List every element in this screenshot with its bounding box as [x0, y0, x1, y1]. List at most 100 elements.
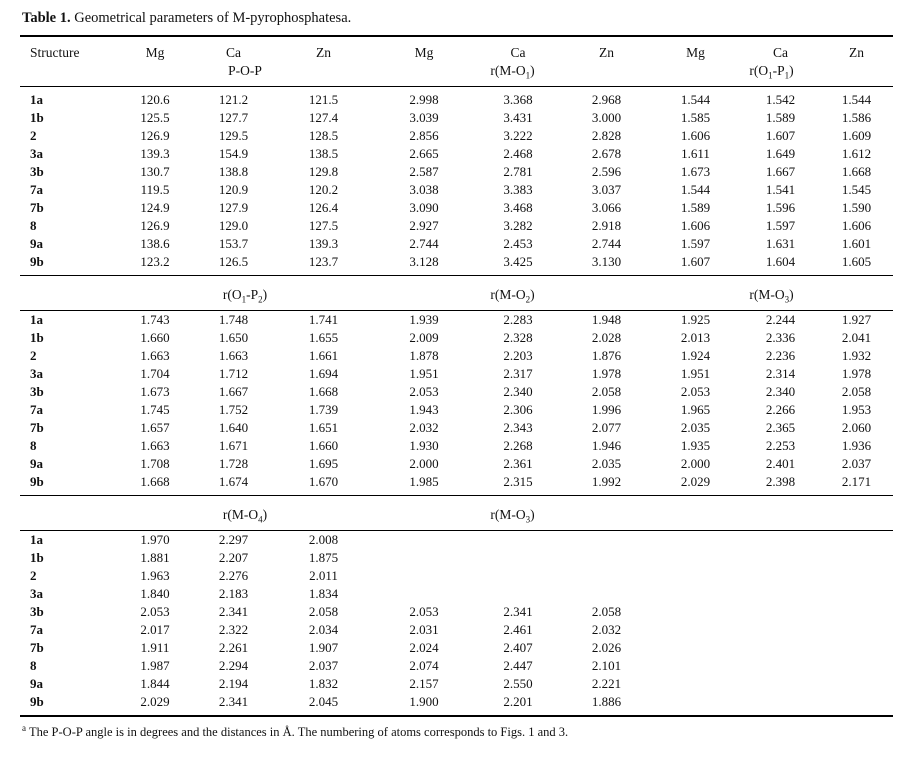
subscript: 1 — [525, 70, 531, 81]
value-cell: 3.066 — [591, 200, 622, 215]
value-cell: 128.5 — [308, 128, 339, 143]
table-row: 7b 124.9 127.9 126.4 3.090 3.468 3.066 1.589 1.5… — [20, 199, 893, 217]
column-header-metal: Zn — [316, 45, 331, 60]
value-cell: 1.673 — [680, 164, 711, 179]
value-cell: 3.383 — [503, 182, 533, 197]
value-cell: 1.663 — [140, 438, 170, 453]
group-header: r(M-O3) — [650, 275, 893, 311]
value-cell: 1.963 — [140, 568, 170, 583]
value-cell — [650, 639, 741, 657]
value-cell: 2.268 — [503, 438, 533, 453]
subscript: 3 — [525, 514, 531, 525]
value-cell: 1.939 — [409, 312, 439, 327]
row-label: 9b — [30, 694, 44, 709]
subscript: 1 — [241, 294, 247, 305]
value-cell: 2.340 — [503, 384, 533, 399]
value-cell: 2.011 — [309, 568, 338, 583]
value-cell: 1.655 — [308, 330, 339, 345]
value-cell: 2.024 — [409, 640, 439, 655]
column-header-metal: Mg — [414, 45, 434, 60]
value-cell: 1.606 — [680, 128, 711, 143]
value-cell: 1.695 — [308, 456, 339, 471]
column-header-metal: Zn — [849, 45, 864, 60]
value-cell: 126.9 — [140, 218, 170, 233]
value-cell: 1.663 — [218, 348, 249, 363]
value-cell: 2.029 — [140, 694, 170, 709]
value-cell — [473, 567, 563, 585]
value-cell: 1.545 — [841, 182, 872, 197]
table-row: 9a 138.6 153.7 139.3 2.744 2.453 2.744 1.597 1.6… — [20, 235, 893, 253]
value-cell: 1.609 — [841, 128, 872, 143]
table-row: 7a 1.745 1.752 1.739 1.943 2.306 1.996 1.965 2.2… — [20, 401, 893, 419]
value-cell — [820, 657, 893, 675]
value-cell: 1.708 — [140, 456, 170, 471]
value-cell: 2.283 — [503, 312, 533, 327]
value-cell: 2.034 — [308, 622, 339, 637]
value-cell: 1.704 — [140, 366, 170, 381]
value-cell — [741, 693, 820, 716]
value-cell: 2.341 — [503, 604, 533, 619]
value-cell: 2.453 — [503, 236, 533, 251]
row-label: 1b — [30, 330, 44, 345]
row-label: 3a — [30, 146, 43, 161]
row-label: 1a — [30, 532, 43, 547]
row-label: 7b — [30, 200, 44, 215]
value-cell: 120.6 — [140, 92, 170, 107]
value-cell: 2.236 — [765, 348, 796, 363]
row-label: 2 — [30, 128, 37, 143]
table-row: 3a 1.704 1.712 1.694 1.951 2.317 1.978 1.951 2.3… — [20, 365, 893, 383]
value-cell: 1.925 — [680, 312, 711, 327]
value-cell: 2.031 — [409, 622, 439, 637]
footnote-marker: a — [22, 723, 26, 733]
value-cell: 1.673 — [140, 384, 170, 399]
value-cell: 120.9 — [218, 182, 249, 197]
value-cell: 2.365 — [765, 420, 796, 435]
header-row-metals: Structure Mg Ca Zn Mg Ca Zn Mg Ca Zn — [20, 36, 893, 62]
value-cell: 124.9 — [140, 200, 170, 215]
value-cell: 1.752 — [218, 402, 249, 417]
value-cell: 1.589 — [680, 200, 711, 215]
value-cell: 2.101 — [591, 658, 622, 673]
value-cell: 1.992 — [591, 474, 622, 489]
value-cell: 126.5 — [218, 254, 249, 269]
value-cell — [820, 549, 893, 567]
value-cell: 2.183 — [218, 586, 249, 601]
value-cell — [650, 657, 741, 675]
table-row: 8 1.663 1.671 1.660 1.930 2.268 1.946 1.935 2.25… — [20, 437, 893, 455]
row-label: 3b — [30, 384, 44, 399]
value-cell: 2.998 — [409, 92, 439, 107]
value-cell: 1.924 — [680, 348, 711, 363]
header-row-groups: P-O-P r(M-O1) r(O1-P1) — [20, 62, 893, 87]
value-cell: 139.3 — [140, 146, 170, 161]
row-label: 3a — [30, 366, 43, 381]
value-cell: 1.840 — [140, 586, 170, 601]
value-cell — [741, 531, 820, 550]
value-cell: 1.834 — [308, 586, 339, 601]
value-cell: 1.606 — [680, 218, 711, 233]
subscript: 1 — [768, 70, 773, 81]
value-cell: 2.744 — [409, 236, 439, 251]
value-cell: 2.058 — [308, 604, 339, 619]
value-cell: 1.663 — [140, 348, 170, 363]
column-header-metal: Ca — [773, 45, 788, 60]
value-cell: 2.221 — [591, 676, 622, 691]
value-cell: 1.640 — [218, 420, 249, 435]
row-label: 1a — [30, 92, 43, 107]
value-cell: 2.927 — [409, 218, 439, 233]
value-cell: 127.9 — [218, 200, 249, 215]
value-cell: 2.194 — [218, 676, 249, 691]
value-cell: 2.341 — [218, 694, 249, 709]
geometry-parameters-table: Structure Mg Ca Zn Mg Ca Zn Mg Ca Zn P-O-P r(M-O1) r… — [20, 35, 893, 717]
column-header-metal: Zn — [599, 45, 614, 60]
value-cell: 126.4 — [308, 200, 339, 215]
value-cell — [473, 549, 563, 567]
value-cell — [820, 639, 893, 657]
row-label: 9a — [30, 456, 43, 471]
value-cell: 2.053 — [409, 384, 439, 399]
value-cell: 1.668 — [308, 384, 339, 399]
value-cell: 2.244 — [765, 312, 796, 327]
table-row: 1b 125.5 127.7 127.4 3.039 3.431 3.000 1.585 1.5… — [20, 109, 893, 127]
row-label: 3a — [30, 586, 43, 601]
value-cell: 2.361 — [503, 456, 533, 471]
value-cell: 2.461 — [503, 622, 533, 637]
